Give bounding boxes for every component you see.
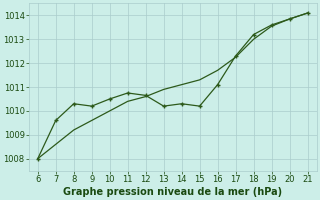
X-axis label: Graphe pression niveau de la mer (hPa): Graphe pression niveau de la mer (hPa) [63,187,282,197]
